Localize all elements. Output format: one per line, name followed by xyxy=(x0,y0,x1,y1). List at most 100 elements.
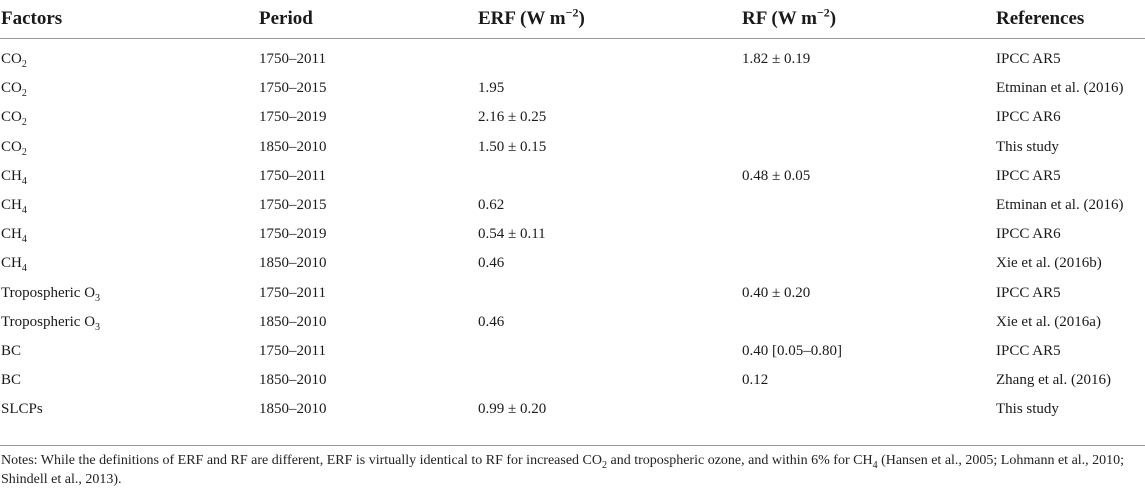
cell-reference: IPCC AR5 xyxy=(996,51,1061,68)
factor-subscript: 4 xyxy=(21,234,27,246)
cell-rf xyxy=(742,74,996,103)
cell-reference: IPCC AR6 xyxy=(996,226,1061,243)
cell-rf xyxy=(742,220,996,249)
cell-period: 1750–2019 xyxy=(259,226,327,243)
table-bottom-rule xyxy=(0,445,1145,446)
header-period: Period xyxy=(259,0,478,39)
factor-subscript: 2 xyxy=(21,117,27,129)
notes-text-3: (Hansen et al., 2005; Lohmann et al., 20… xyxy=(1,453,1125,487)
factor-name: CO xyxy=(1,138,22,155)
cell-factor: CO2 xyxy=(0,133,259,162)
cell-rf xyxy=(742,308,996,337)
forcing-table-container: Factors Period ERF (W m−2) RF (W m−2) Re… xyxy=(0,0,1145,428)
factor-subscript: 3 xyxy=(95,321,101,333)
header-factors-label: Factors xyxy=(1,8,63,29)
cell-period: 1850–2010 xyxy=(259,372,327,389)
header-erf-close: ) xyxy=(578,8,585,29)
cell-reference: Zhang et al. (2016) xyxy=(996,372,1111,389)
cell-reference: This study xyxy=(996,401,1059,418)
notes-text-1: Notes: While the definitions of ERF and … xyxy=(1,453,602,468)
cell-reference: Etminan et al. (2016) xyxy=(996,197,1124,214)
cell-factor: Tropospheric O3 xyxy=(0,279,259,308)
factor-subscript: 2 xyxy=(21,88,27,100)
factor-name: SLCPs xyxy=(1,401,43,418)
header-references: References xyxy=(996,0,1145,39)
table-notes: Notes: While the definitions of ERF and … xyxy=(1,452,1141,489)
cell-rf xyxy=(742,103,996,132)
cell-factor: SLCPs xyxy=(0,395,259,428)
table-row: CH4 1750–2015 0.62 Etminan et al. (2016) xyxy=(0,191,1145,220)
factor-name: Tropospheric O xyxy=(1,313,96,330)
table-row: CO2 1750–2015 1.95 Etminan et al. (2016) xyxy=(0,74,1145,103)
notes-text-2: and tropospheric ozone, and within 6% fo… xyxy=(607,453,873,468)
factor-name: CO xyxy=(1,51,22,68)
table-row: CO2 1850–2010 1.50 ± 0.15 This study xyxy=(0,133,1145,162)
cell-period: 1750–2015 xyxy=(259,197,327,214)
factor-subscript: 4 xyxy=(21,263,27,275)
cell-factor: CO2 xyxy=(0,103,259,132)
cell-rf: 0.40 [0.05–0.80] xyxy=(742,342,842,359)
table-row: CH4 1750–2019 0.54 ± 0.11 IPCC AR6 xyxy=(0,220,1145,249)
cell-factor: CH4 xyxy=(0,162,259,191)
cell-erf xyxy=(478,39,742,75)
cell-rf: 0.40 ± 0.20 xyxy=(742,284,811,301)
header-erf-label: ERF (W m xyxy=(478,8,566,29)
cell-erf: 0.62 xyxy=(478,197,505,214)
factor-name: CH xyxy=(1,197,22,214)
table-row: CH4 1750–2011 0.48 ± 0.05 IPCC AR5 xyxy=(0,162,1145,191)
cell-factor: BC xyxy=(0,366,259,395)
cell-reference: Etminan et al. (2016) xyxy=(996,80,1124,97)
table-row: SLCPs 1850–2010 0.99 ± 0.20 This study xyxy=(0,395,1145,428)
cell-period: 1850–2010 xyxy=(259,255,327,272)
cell-factor: CO2 xyxy=(0,74,259,103)
factor-name: CO xyxy=(1,109,22,126)
cell-erf: 0.46 xyxy=(478,255,505,272)
cell-period: 1750–2011 xyxy=(259,284,326,301)
factor-name: CH xyxy=(1,226,22,243)
cell-rf: 0.12 xyxy=(742,372,769,389)
notes-subscript-2: 4 xyxy=(872,459,878,471)
factor-name: CH xyxy=(1,167,22,184)
cell-erf: 1.50 ± 0.15 xyxy=(478,138,547,155)
cell-erf: 0.46 xyxy=(478,313,505,330)
factor-subscript: 4 xyxy=(21,205,27,217)
notes-subscript-1: 2 xyxy=(602,459,607,471)
factor-subscript: 2 xyxy=(21,59,27,71)
cell-period: 1750–2019 xyxy=(259,109,327,126)
header-period-label: Period xyxy=(259,8,313,29)
header-references-label: References xyxy=(996,8,1085,29)
table-row: CH4 1850–2010 0.46 Xie et al. (2016b) xyxy=(0,249,1145,278)
factor-name: BC xyxy=(1,342,22,359)
factor-name: CO xyxy=(1,80,22,97)
table-row: CO2 1750–2019 2.16 ± 0.25 IPCC AR6 xyxy=(0,103,1145,132)
cell-factor: CH4 xyxy=(0,191,259,220)
cell-factor: CH4 xyxy=(0,249,259,278)
cell-erf xyxy=(478,337,742,366)
cell-period: 1750–2011 xyxy=(259,342,326,359)
cell-period: 1850–2010 xyxy=(259,401,327,418)
cell-reference: Xie et al. (2016b) xyxy=(996,255,1102,272)
cell-reference: IPCC AR5 xyxy=(996,284,1061,301)
table-row: BC 1750–2011 0.40 [0.05–0.80] IPCC AR5 xyxy=(0,337,1145,366)
cell-erf: 2.16 ± 0.25 xyxy=(478,109,547,126)
factor-subscript: 2 xyxy=(21,146,27,158)
factor-subscript: 4 xyxy=(21,175,27,187)
table-row: BC 1850–2010 0.12 Zhang et al. (2016) xyxy=(0,366,1145,395)
cell-factor: CO2 xyxy=(0,39,259,75)
cell-reference: IPCC AR5 xyxy=(996,342,1061,359)
factor-name: CH xyxy=(1,255,22,272)
cell-erf xyxy=(478,162,742,191)
cell-rf xyxy=(742,249,996,278)
table-row: Tropospheric O3 1850–2010 0.46 Xie et al. (… xyxy=(0,308,1145,337)
cell-erf: 0.54 ± 0.11 xyxy=(478,226,546,243)
cell-rf xyxy=(742,133,996,162)
cell-reference: IPCC AR6 xyxy=(996,109,1061,126)
table-row: CO2 1750–2011 1.82 ± 0.19 IPCC AR5 xyxy=(0,39,1145,75)
cell-period: 1750–2011 xyxy=(259,51,326,68)
cell-erf xyxy=(478,279,742,308)
table-header: Factors Period ERF (W m−2) RF (W m−2) Re… xyxy=(0,0,1145,39)
cell-period: 1750–2015 xyxy=(259,80,327,97)
cell-rf xyxy=(742,191,996,220)
cell-erf: 0.99 ± 0.20 xyxy=(478,401,547,418)
cell-rf xyxy=(742,395,996,428)
